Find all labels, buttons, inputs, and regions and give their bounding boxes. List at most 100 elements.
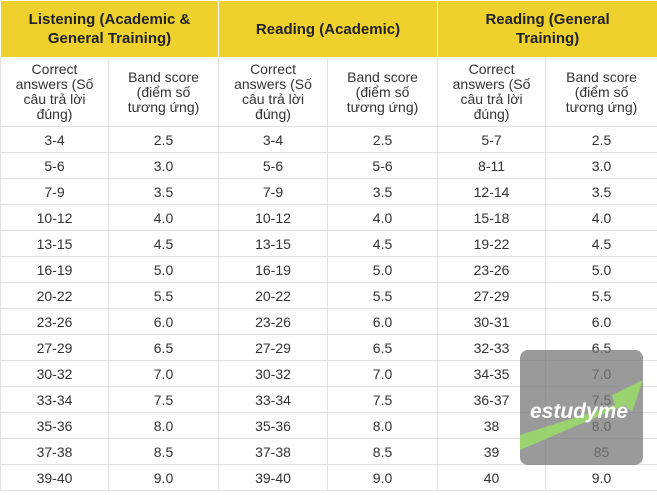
group-header: Reading (General Training) (437, 0, 657, 58)
table-cell: 3.0 (107, 152, 220, 179)
column-header: Band score (điểm số tương ứng) (107, 57, 220, 127)
table-cell: 30-32 (0, 360, 109, 387)
table-cell: 5-6 (218, 152, 329, 179)
table-cell: 6.5 (327, 334, 439, 361)
table-cell: 27-29 (437, 282, 547, 309)
table-cell: 6.0 (327, 308, 439, 335)
table-cell: 7.0 (327, 360, 439, 387)
table-cell: 4.0 (327, 204, 439, 231)
table-cell: 19-22 (437, 230, 547, 257)
table-cell: 8-11 (437, 152, 547, 179)
column-header: Band score (điểm số tương ứng) (327, 57, 439, 127)
table-cell: 35-36 (218, 412, 329, 439)
table-cell: 7.5 (107, 386, 220, 413)
table-cell: 5-6 (0, 152, 109, 179)
table-row: 5-6 3.0 5-6 5-6 8-11 3.0 (0, 152, 657, 179)
group-header: Listening (Academic & General Training) (0, 0, 220, 58)
subheader-row: Correct answers (Số câu trả lời đúng) Ban… (0, 57, 657, 127)
table-cell: 3-4 (0, 126, 109, 153)
table-cell: 4.0 (107, 204, 220, 231)
table-cell: 4.5 (107, 230, 220, 257)
table-cell: 39-40 (218, 464, 329, 491)
table-cell: 3.5 (107, 178, 220, 205)
table-cell: 9.0 (107, 464, 220, 491)
table-cell: 5-7 (437, 126, 547, 153)
table-cell: 33-34 (218, 386, 329, 413)
table-cell: 39-40 (0, 464, 109, 491)
table-cell: 2.5 (327, 126, 439, 153)
table-cell: 6.5 (107, 334, 220, 361)
table-cell: 8.5 (327, 438, 439, 465)
table-row: 16-19 5.0 16-19 5.0 23-26 5.0 (0, 256, 657, 283)
watermark-text: estudyme (530, 400, 629, 423)
table-cell: 5.0 (107, 256, 220, 283)
table-cell: 2.5 (545, 126, 657, 153)
watermark: estudyme (520, 350, 643, 465)
table-cell: 4.0 (545, 204, 657, 231)
table-cell: 12-14 (437, 178, 547, 205)
table-cell: 23-26 (0, 308, 109, 335)
watermark-arrow (520, 380, 643, 450)
table-cell: 35-36 (0, 412, 109, 439)
table-cell: 5.5 (327, 282, 439, 309)
table-cell: 8.0 (107, 412, 220, 439)
group-header: Reading (Academic) (218, 0, 439, 58)
table-cell: 7-9 (0, 178, 109, 205)
table-row: 13-15 4.5 13-15 4.5 19-22 4.5 (0, 230, 657, 257)
table-cell: 33-34 (0, 386, 109, 413)
column-header: Band score (điểm số tương ứng) (545, 57, 657, 127)
table-cell: 16-19 (218, 256, 329, 283)
table-cell: 7.0 (107, 360, 220, 387)
table-cell: 4.5 (545, 230, 657, 257)
table-cell: 13-15 (218, 230, 329, 257)
table-cell: 3.5 (327, 178, 439, 205)
table-cell: 8.0 (327, 412, 439, 439)
table-cell: 27-29 (218, 334, 329, 361)
group-header-row: Listening (Academic & General Training) R… (0, 0, 657, 58)
table-cell: 9.0 (327, 464, 439, 491)
table-cell: 6.0 (545, 308, 657, 335)
table-cell: 5.0 (327, 256, 439, 283)
table-row: 23-26 6.0 23-26 6.0 30-31 6.0 (0, 308, 657, 335)
table-cell: 15-18 (437, 204, 547, 231)
table-row: 39-40 9.0 39-40 9.0 40 9.0 (0, 464, 657, 491)
table-cell: 40 (437, 464, 547, 491)
table-cell: 20-22 (0, 282, 109, 309)
table-cell: 20-22 (218, 282, 329, 309)
table-cell: 30-32 (218, 360, 329, 387)
table-cell: 8.5 (107, 438, 220, 465)
table-cell: 37-38 (218, 438, 329, 465)
table-cell: 16-19 (0, 256, 109, 283)
table-cell: 23-26 (218, 308, 329, 335)
table-cell: 5.5 (107, 282, 220, 309)
column-header: Correct answers (Số câu trả lời đúng) (0, 57, 109, 127)
table-cell: 10-12 (0, 204, 109, 231)
table-cell: 5.0 (545, 256, 657, 283)
table-cell: 23-26 (437, 256, 547, 283)
table-cell: 3-4 (218, 126, 329, 153)
table-cell: 7.5 (327, 386, 439, 413)
table-cell: 13-15 (0, 230, 109, 257)
table-cell: 9.0 (545, 464, 657, 491)
table-row: 10-12 4.0 10-12 4.0 15-18 4.0 (0, 204, 657, 231)
table-row: 20-22 5.5 20-22 5.5 27-29 5.5 (0, 282, 657, 309)
table-cell: 6.0 (107, 308, 220, 335)
table-cell: 2.5 (107, 126, 220, 153)
table-cell: 10-12 (218, 204, 329, 231)
table-cell: 3.5 (545, 178, 657, 205)
table-cell: 37-38 (0, 438, 109, 465)
table-cell: 4.5 (327, 230, 439, 257)
table-body: 3-4 2.5 3-4 2.5 5-7 2.5 5-6 3.0 5-6 5-6 8-11 3.0 7-9… (0, 126, 657, 491)
table-row: 3-4 2.5 3-4 2.5 5-7 2.5 (0, 126, 657, 153)
column-header: Correct answers (Số câu trả lời đúng) (437, 57, 547, 127)
table-cell: 3.0 (545, 152, 657, 179)
table-cell: 30-31 (437, 308, 547, 335)
table-row: 7-9 3.5 7-9 3.5 12-14 3.5 (0, 178, 657, 205)
table-cell: 27-29 (0, 334, 109, 361)
table-row: 27-29 6.5 27-29 6.5 32-33 6.5 (0, 334, 657, 361)
table-cell: 5-6 (327, 152, 439, 179)
table-cell: 5.5 (545, 282, 657, 309)
column-header: Correct answers (Số câu trả lời đúng) (218, 57, 329, 127)
